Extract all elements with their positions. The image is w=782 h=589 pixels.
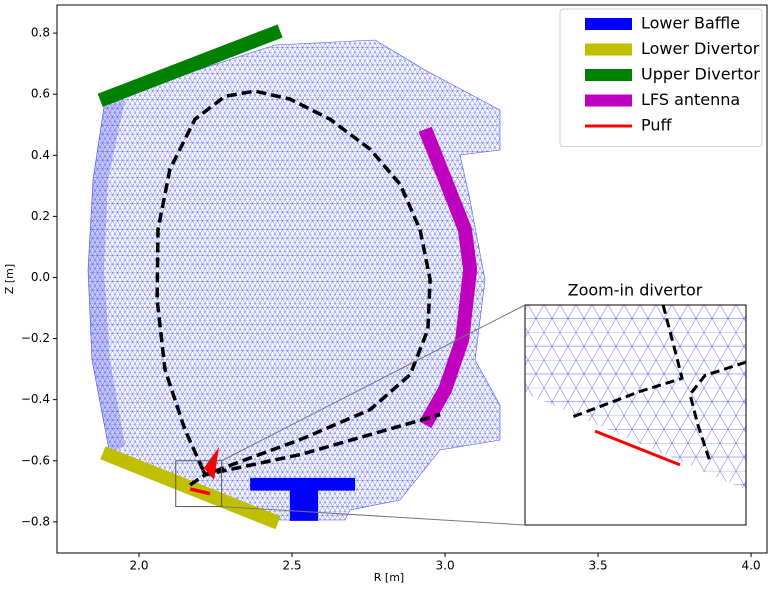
legend-label: Lower Divertor [641, 39, 760, 58]
component [418, 126, 478, 429]
x-tick-label: 4.0 [742, 559, 761, 573]
legend-swatch [585, 43, 632, 56]
main-plot [97, 24, 478, 530]
x-tick-label: 2.0 [129, 559, 148, 573]
main-axes-frame [56, 4, 768, 554]
y-tick-label: 0.0 [31, 270, 50, 284]
x-tick-label: 3.0 [436, 559, 455, 573]
y-tick-label: 0.4 [31, 148, 50, 162]
y-tick-label: 0.8 [31, 26, 50, 40]
y-tick-label: 0.2 [31, 209, 50, 223]
inset-frame [524, 304, 747, 526]
legend-label: Lower Baffle [641, 14, 740, 33]
legend-box [559, 8, 763, 147]
component [97, 24, 283, 107]
component [189, 487, 211, 496]
x-tick-label: 3.5 [589, 559, 608, 573]
baffle [250, 477, 356, 521]
y-axis-label: Z [m] [3, 264, 16, 294]
inset-plot [569, 305, 746, 467]
inset-title: Zoom-in divertor [568, 281, 703, 300]
puff-arrow [204, 447, 219, 480]
x-axis-label: R [m] [374, 571, 404, 584]
zoom-connector [221, 506, 526, 526]
inset-mesh [525, 305, 746, 490]
legend-label: Puff [641, 116, 673, 135]
y-tick-label: −0.4 [21, 392, 50, 406]
component [594, 429, 681, 467]
legend: Lower Baffle Lower Divertor Upper Divertor… [559, 8, 763, 147]
legend-swatch [585, 18, 632, 30]
y-tick-label: −0.6 [21, 453, 50, 467]
legend-swatch [585, 69, 632, 81]
mesh-dense-edge [88, 100, 125, 455]
legend-label: Upper Divertor [641, 65, 760, 84]
y-tick-label: −0.2 [21, 331, 50, 345]
legend-swatch [585, 94, 632, 107]
y-tick-label: −0.8 [21, 514, 50, 528]
separatrix [569, 305, 746, 463]
separatrix [155, 89, 441, 487]
y-tick-label: 0.6 [31, 87, 50, 101]
zoom-connector [221, 304, 526, 462]
legend-label: LFS antenna [641, 90, 740, 109]
x-tick-label: 2.5 [282, 559, 301, 573]
mesh [87, 39, 501, 521]
zoom-box [175, 460, 223, 508]
